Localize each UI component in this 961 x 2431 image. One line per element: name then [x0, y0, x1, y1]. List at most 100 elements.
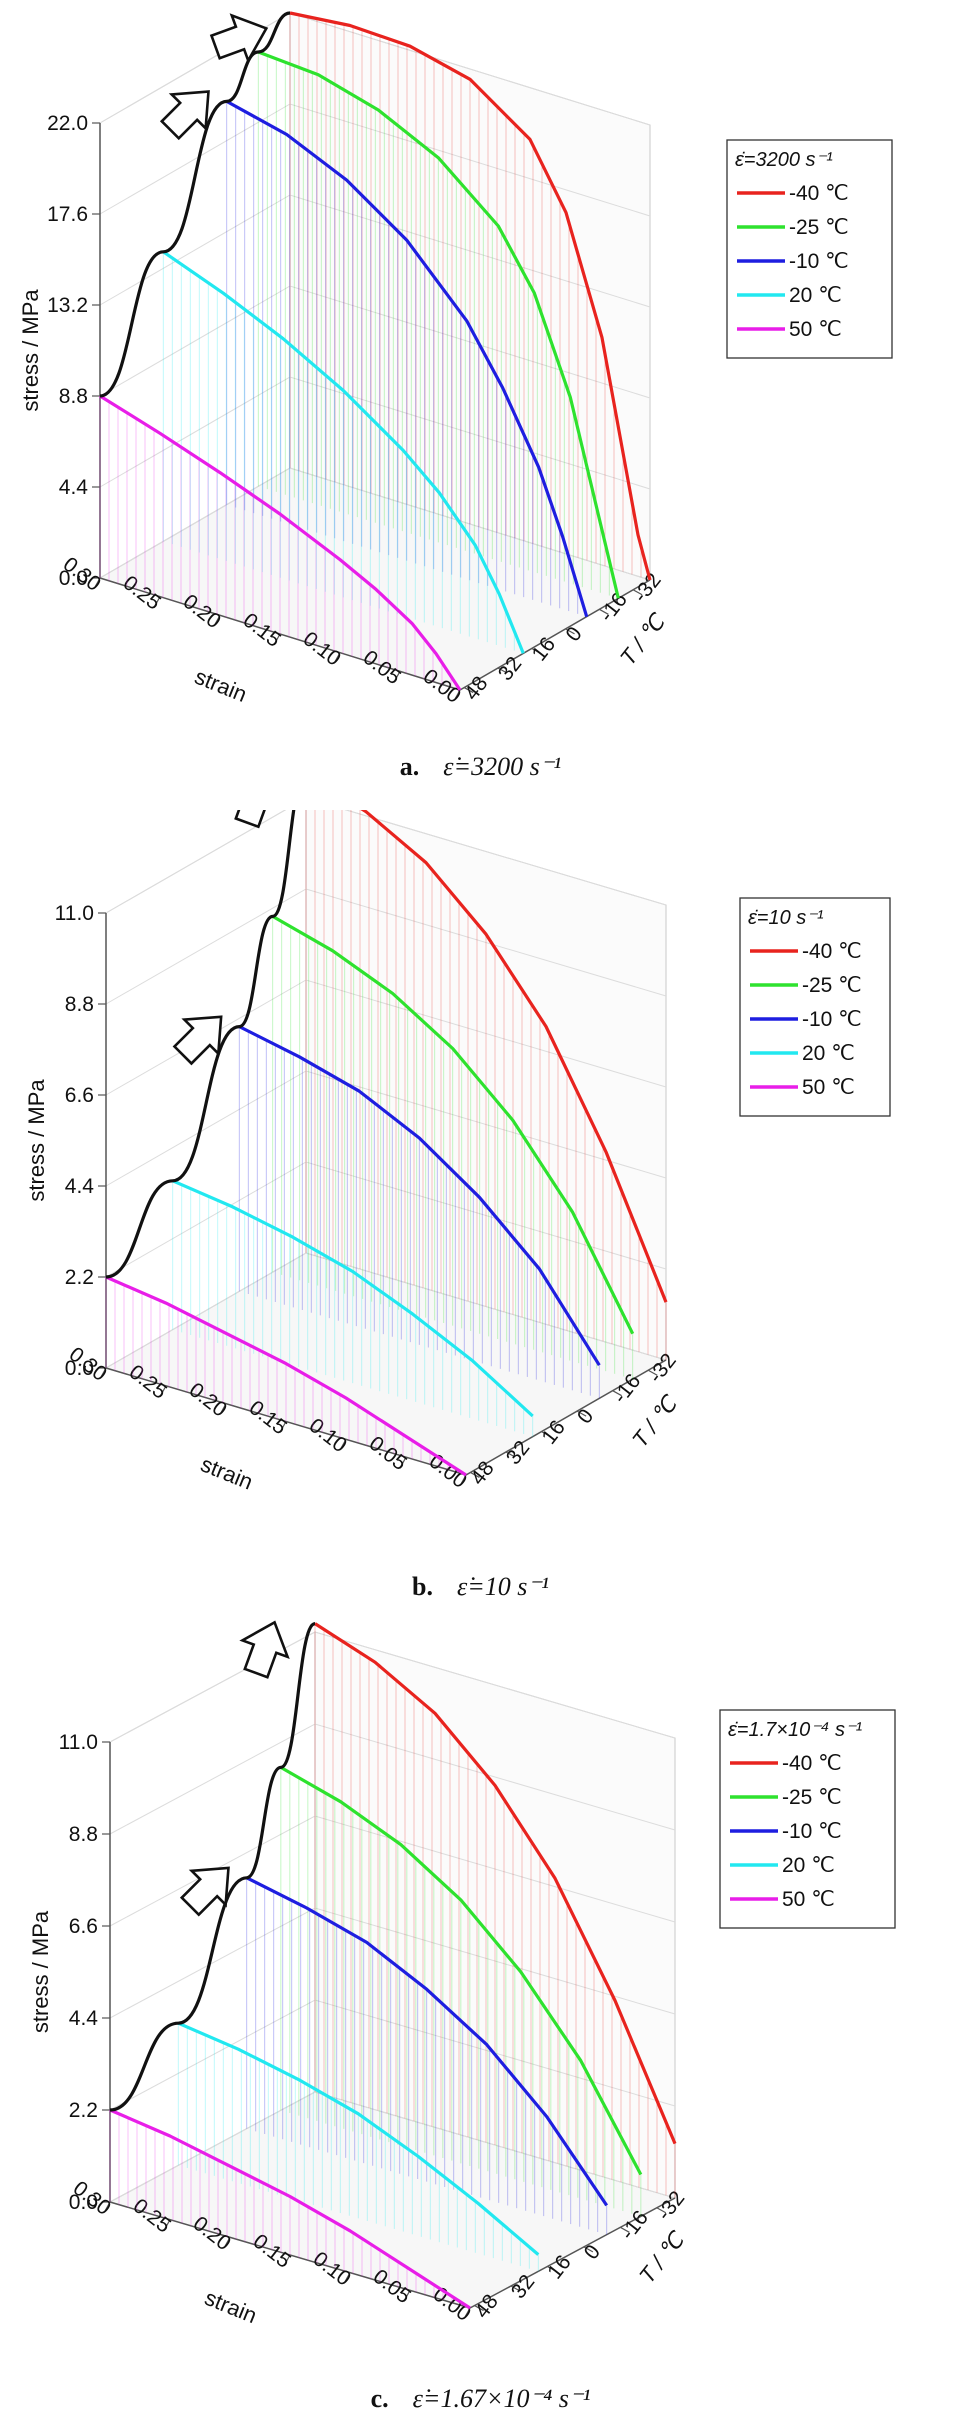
- temperature-tick: [505, 1451, 516, 1458]
- stress-tick-label: 11.0: [55, 902, 94, 925]
- stress-tick-label: 8.8: [69, 1823, 98, 1846]
- legend-label: -25 ℃: [802, 974, 862, 997]
- temperature-axis-line: [469, 2197, 676, 2309]
- chart-panel-a: 0.0 4.4 8.8 13.2 17.6 22.0 0.30 0.25 0.20 0.15 0.1…: [0, 0, 961, 810]
- stress-tick-label: 22.0: [47, 112, 88, 135]
- temperature-tick: [565, 628, 575, 635]
- temperature-axis-line: [465, 1359, 667, 1476]
- arrow-icon: [209, 13, 269, 64]
- series-50 ℃: [99, 394, 462, 691]
- stress-tick-label: 13.2: [47, 294, 88, 317]
- series--25 ℃: [257, 50, 620, 599]
- caption-b: b. ε̇=10 s⁻¹: [0, 1572, 961, 1602]
- envelope-curve: [105, 810, 296, 1279]
- strain-axis-label: strain: [197, 1451, 256, 1494]
- series--40 ℃: [289, 11, 652, 581]
- series--10 ℃: [245, 1876, 609, 2235]
- stress-tick-label: 0.0: [59, 567, 88, 590]
- chart-panel-b: 0.0 2.2 4.4 6.6 8.8 11.0 0.30 0.25 0.20 0.15 0.10 0…: [0, 810, 961, 1620]
- stress-tick-label: 17.6: [47, 203, 88, 226]
- stress-axis-label: stress / MPa: [24, 1079, 49, 1202]
- strain-tick: [154, 596, 161, 606]
- legend-title: ε̇=1.7×10⁻⁴ s⁻¹: [728, 1719, 863, 1741]
- arrow-icon: [159, 90, 210, 141]
- temperature-tick: [576, 1410, 587, 1417]
- series-50 ℃: [105, 1275, 467, 1477]
- legend-title: ε̇=10 s⁻¹: [748, 907, 824, 929]
- stress-axis-label: stress / MPa: [28, 1910, 53, 2033]
- stress-tick-label: 6.6: [69, 1915, 98, 1938]
- gridline: [105, 810, 667, 914]
- arrow-shape: [159, 90, 210, 141]
- arrow-shape: [179, 1866, 230, 1917]
- stress-tick-label: 0.0: [69, 2191, 98, 2214]
- temperature-tick: [599, 608, 609, 615]
- gridline: [99, 467, 651, 581]
- strain-tick: [214, 615, 221, 625]
- legend-title: ε̇=3200 s⁻¹: [735, 149, 833, 171]
- legend: ε̇=3200 s⁻¹ -40 ℃ -25 ℃ -10 ℃ 20 ℃ 50 ℃: [726, 139, 893, 359]
- legend-label: -40 ℃: [782, 1752, 842, 1775]
- caption-a: a. ε̇=3200 s⁻¹: [0, 752, 961, 782]
- strain-tick: [274, 633, 281, 644]
- temperature-axis-label: T / ℃: [634, 2226, 690, 2288]
- envelope-curve: [99, 11, 291, 398]
- caption-rate: ε̇=1.67×10⁻⁴ s⁻¹: [412, 2384, 591, 2413]
- axes-group: 0.04.48.813.217.622.00.30 0.25 0.20 0.15 0.1…: [18, 12, 671, 708]
- temperature-tick: [470, 1471, 480, 1478]
- gridline: [99, 103, 651, 217]
- chart-panel-c: 0.0 2.2 4.4 6.6 8.8 11.0 0.30 0.25 0.20 0.15 0.10 0…: [0, 1620, 961, 2430]
- legend-label: 50 ℃: [789, 318, 842, 341]
- gridline: [109, 1815, 676, 1927]
- arrow-icon: [172, 1015, 223, 1066]
- strain-tick: [220, 1403, 227, 1413]
- axes-group: 0.02.24.46.68.811.00.30 0.25 0.20 0.15 0.10 0…: [28, 1631, 690, 2328]
- series--25 ℃: [280, 1766, 643, 2217]
- legend-label: 20 ℃: [802, 1042, 855, 1065]
- strain-tick: [334, 652, 341, 662]
- temperature-tick: [463, 687, 474, 694]
- strain-tick: [280, 1421, 287, 1431]
- temperature-tick: [620, 2226, 630, 2233]
- temperature-tick-label: 0: [561, 623, 586, 646]
- strain-tick: [224, 2237, 231, 2247]
- gridline: [109, 1631, 676, 1743]
- gridline: [109, 1723, 676, 1835]
- legend-label: -25 ℃: [789, 216, 849, 239]
- legend: ε̇=1.7×10⁻⁴ s⁻¹ -40 ℃ -25 ℃ -10 ℃ 20 ℃ 50 ℃: [719, 1709, 896, 1929]
- legend-label: 20 ℃: [782, 1854, 835, 1877]
- gridline: [105, 1161, 667, 1278]
- strain-tick: [100, 1367, 107, 1378]
- chart-a-svg: 0.04.48.813.217.622.00.30 0.25 0.20 0.15 0.1…: [18, 11, 893, 708]
- strain-tick: [160, 1385, 167, 1396]
- temperature-tick: [632, 589, 643, 596]
- legend-box: [739, 897, 891, 1117]
- strain-tick: [464, 2307, 471, 2318]
- envelope-curve: [109, 1622, 316, 2112]
- legend-box: [726, 139, 893, 359]
- gridline: [99, 194, 651, 308]
- arrow-shape: [172, 1015, 223, 1066]
- stress-tick-label: 6.6: [65, 1084, 94, 1107]
- strain-tick: [460, 1474, 467, 1485]
- caption-label: c.: [370, 2384, 389, 2413]
- legend-label: 50 ℃: [802, 1076, 855, 1099]
- gridline: [105, 888, 667, 1005]
- stress-tick-label: 4.4: [69, 2007, 99, 2030]
- series--10 ℃: [225, 99, 589, 618]
- stress-tick-label: 8.8: [65, 993, 94, 1016]
- series--40 ℃: [305, 810, 668, 1360]
- temperature-tick-label: 0: [580, 2241, 605, 2264]
- legend-label: -10 ℃: [789, 250, 849, 273]
- stress-tick-label: 0.0: [65, 1357, 94, 1380]
- strain-tick: [344, 2272, 351, 2282]
- caption-label: a.: [399, 752, 420, 781]
- stress-tick-label: 2.2: [69, 2099, 98, 2122]
- strain-tick: [284, 2254, 291, 2265]
- strain-tick: [400, 1456, 407, 1467]
- strain-tick: [394, 671, 401, 681]
- chart-b-svg: 0.02.24.46.68.811.00.30 0.25 0.20 0.15 0.10 0…: [24, 810, 891, 1495]
- gridline: [109, 2091, 676, 2203]
- temperature-tick: [612, 1390, 622, 1397]
- legend-box: [719, 1709, 896, 1929]
